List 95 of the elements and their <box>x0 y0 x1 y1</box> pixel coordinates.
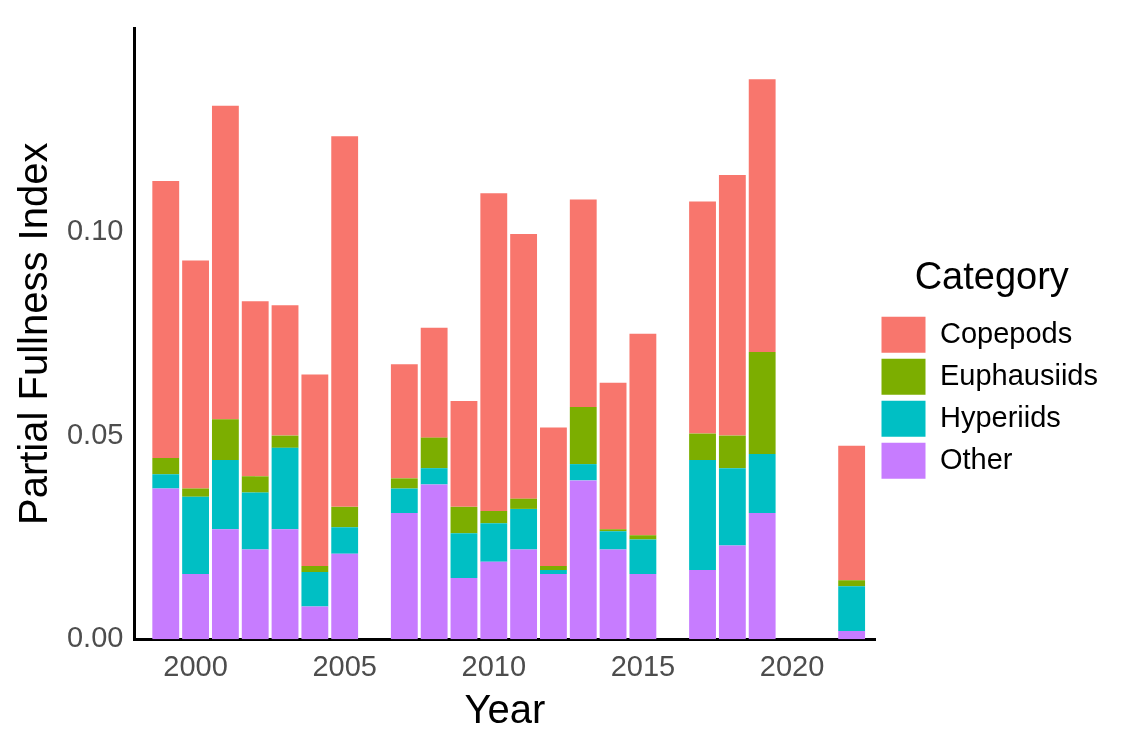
bar <box>390 488 418 513</box>
bar <box>182 496 209 575</box>
bar <box>241 492 269 550</box>
bar <box>450 400 478 507</box>
legend-label: Copepods <box>940 316 1073 349</box>
bar <box>510 234 538 499</box>
bar <box>629 535 657 540</box>
bar <box>689 433 716 461</box>
x-axis-title: Year <box>464 687 546 732</box>
bar <box>629 574 657 640</box>
bar <box>241 476 269 493</box>
x-tick-label: 2000 <box>163 649 228 682</box>
bar <box>689 460 716 570</box>
bar <box>331 553 359 640</box>
legend-label: Hyperiids <box>940 400 1061 433</box>
bar <box>211 460 239 530</box>
bar <box>748 352 776 454</box>
bar <box>301 374 329 566</box>
bar <box>599 529 627 532</box>
bar <box>718 174 746 436</box>
bar <box>838 580 866 587</box>
bar <box>838 586 866 632</box>
bar <box>420 327 448 438</box>
bar <box>271 435 299 448</box>
y-tick-label: 0.05 <box>66 417 124 450</box>
bar <box>450 506 478 534</box>
bar <box>271 529 299 640</box>
bar <box>182 574 209 640</box>
bar <box>838 445 866 581</box>
bar <box>748 512 776 640</box>
bar <box>718 435 746 469</box>
bar <box>182 488 209 497</box>
bar <box>480 561 508 640</box>
bar <box>510 549 538 640</box>
bar <box>450 533 478 579</box>
bar <box>301 572 329 607</box>
bar <box>599 531 627 550</box>
bar <box>599 382 627 530</box>
bar <box>331 136 359 507</box>
x-tick-label: 2010 <box>461 649 527 682</box>
bar <box>689 201 716 434</box>
bar <box>450 578 478 640</box>
bar <box>390 512 418 640</box>
bar <box>390 478 418 489</box>
bar <box>271 447 299 530</box>
bar <box>748 453 776 513</box>
bar <box>301 606 329 640</box>
legend-label: Euphausiids <box>940 358 1098 391</box>
y-tick-label: 0.10 <box>66 214 124 246</box>
bar <box>331 527 359 554</box>
bar <box>569 480 597 640</box>
legend-title: Category <box>914 254 1069 297</box>
bar <box>629 333 657 536</box>
bar <box>540 574 567 640</box>
bar <box>540 427 567 566</box>
bar <box>241 301 269 477</box>
x-tick-label: 2020 <box>759 649 825 682</box>
bar <box>152 458 180 475</box>
legend-label: Other <box>940 442 1013 475</box>
x-tick-label: 2005 <box>312 649 377 682</box>
bar <box>689 569 716 640</box>
bar <box>390 364 418 479</box>
bar <box>301 565 329 573</box>
bar <box>748 79 776 353</box>
bar <box>510 498 538 509</box>
bar <box>540 565 567 570</box>
bar <box>211 105 239 420</box>
bar <box>569 199 597 408</box>
bar <box>480 523 508 562</box>
bar <box>420 484 448 640</box>
bar <box>540 569 567 575</box>
bar <box>569 464 597 481</box>
bar <box>718 545 746 640</box>
bar <box>152 474 180 489</box>
bar <box>420 468 448 485</box>
y-tick-label: 0.00 <box>66 621 124 654</box>
bar <box>241 549 269 640</box>
bar <box>838 631 866 640</box>
bar <box>718 468 746 546</box>
bar <box>331 506 359 528</box>
bar <box>152 181 180 458</box>
bar <box>480 193 508 511</box>
bar <box>629 539 657 575</box>
x-tick-label: 2015 <box>610 649 676 682</box>
bar <box>420 437 448 469</box>
bar <box>599 549 627 640</box>
bar <box>271 305 299 436</box>
bar <box>510 508 538 550</box>
y-axis-title: Partial Fullness Index <box>11 142 56 525</box>
bar <box>480 510 508 524</box>
bar <box>569 407 597 465</box>
bar <box>211 419 239 461</box>
bar <box>152 488 180 640</box>
bar <box>182 260 209 489</box>
bar <box>211 529 239 640</box>
